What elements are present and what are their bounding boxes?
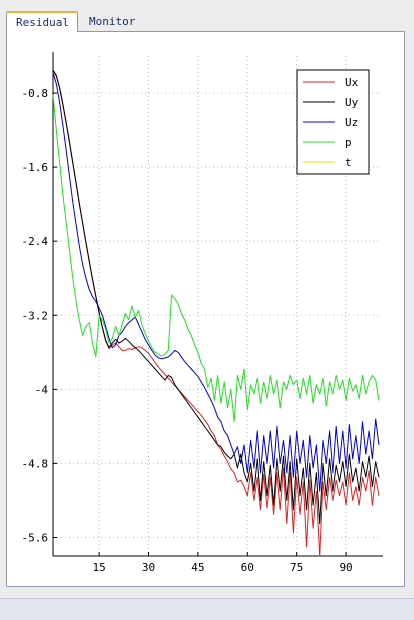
tab-residual[interactable]: Residual xyxy=(6,11,78,32)
status-bar xyxy=(0,598,414,620)
y-tick-label: -3.2 xyxy=(22,309,49,322)
series-line-uz xyxy=(52,72,380,492)
chart-axes: 15 30 45 60 75 90 -0.8 -1.6 -2.4 -3.2 -4 -4.8 -5.6 xyxy=(22,52,383,574)
tab-bar: Residual Monitor xyxy=(6,11,406,32)
y-tick-label: -5.6 xyxy=(22,531,49,544)
residual-panel: 15 30 45 60 75 90 -0.8 -1.6 -2.4 -3.2 -4 -4.8 -5.6 U… xyxy=(6,31,405,587)
x-tick-label: 30 xyxy=(142,561,155,574)
tab-monitor[interactable]: Monitor xyxy=(89,15,136,28)
legend-label-ux: Ux xyxy=(345,76,359,89)
y-tick-label: -4 xyxy=(35,383,49,396)
x-tick-label: 45 xyxy=(191,561,204,574)
legend-label-t: t xyxy=(345,156,352,169)
y-tick-label: -4.8 xyxy=(22,457,49,470)
residual-chart: 15 30 45 60 75 90 -0.8 -1.6 -2.4 -3.2 -4 -4.8 -5.6 U… xyxy=(7,32,404,586)
legend-label-p: p xyxy=(345,136,352,149)
y-tick-label: -1.6 xyxy=(22,161,49,174)
x-tick-label: 15 xyxy=(92,561,105,574)
chart-legend: Ux Uy Uz pt xyxy=(296,69,370,175)
chart-series xyxy=(52,69,380,557)
series-line-uy xyxy=(52,69,380,525)
x-tick-label: 75 xyxy=(290,561,303,574)
x-tick-label: 90 xyxy=(339,561,352,574)
y-tick-label: -0.8 xyxy=(22,87,49,100)
series-line-p xyxy=(52,94,380,423)
y-tick-label: -2.4 xyxy=(22,235,49,248)
legend-label-uz: Uz xyxy=(345,116,358,129)
x-tick-label: 60 xyxy=(241,561,254,574)
legend-label-uy: Uy xyxy=(345,96,359,109)
